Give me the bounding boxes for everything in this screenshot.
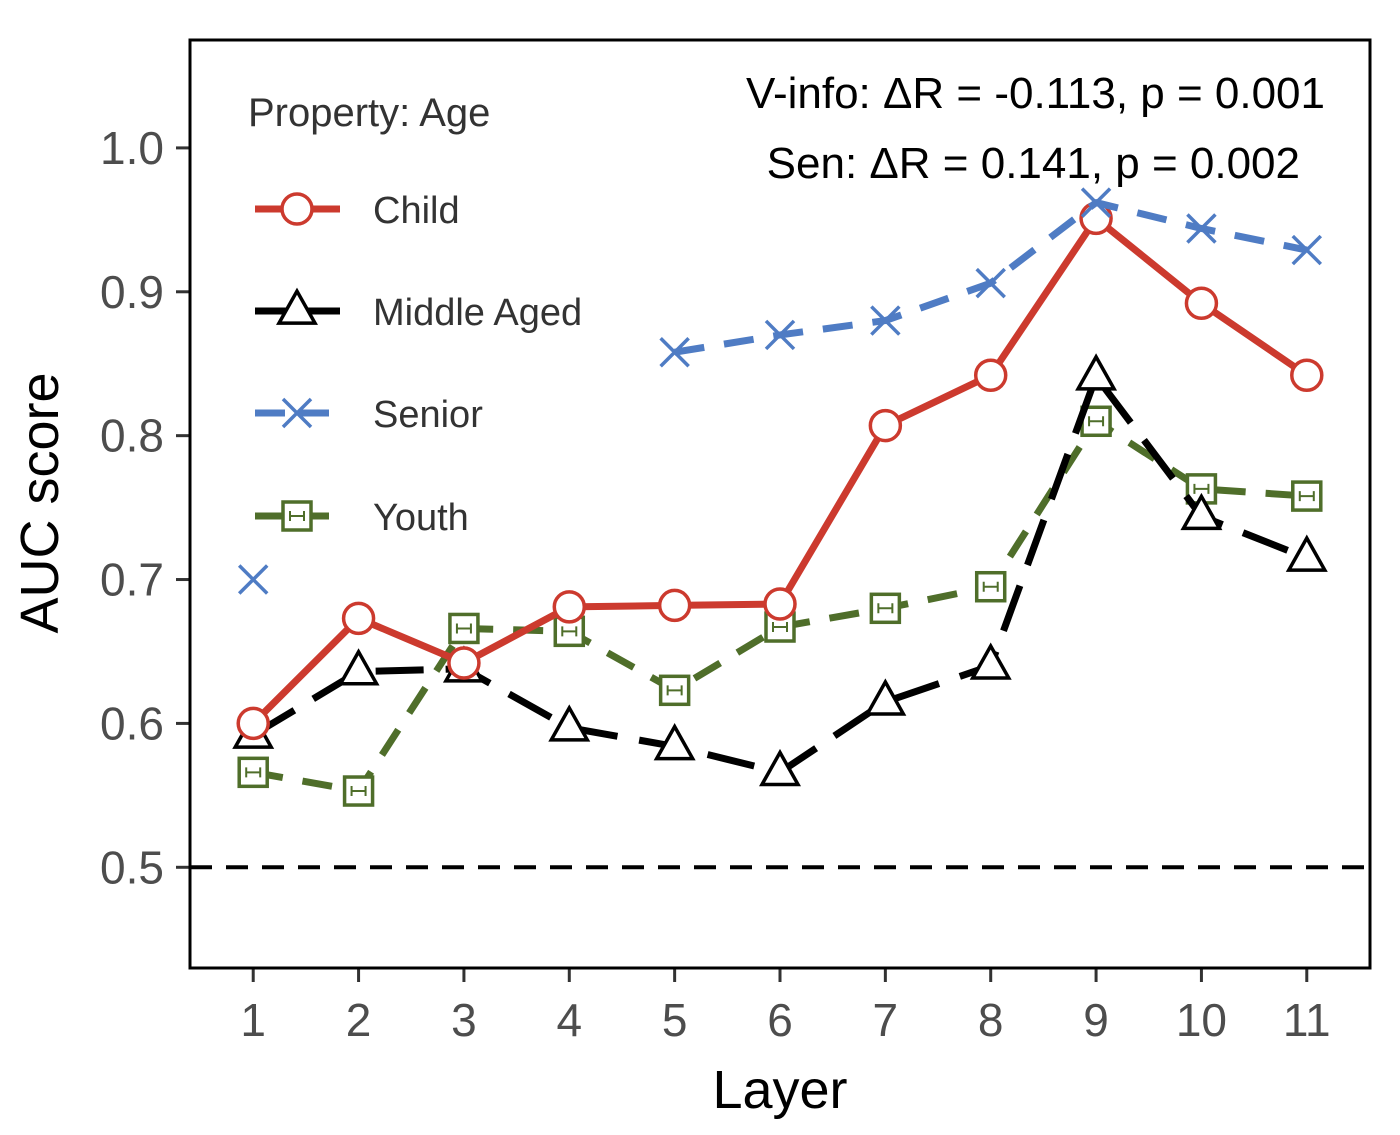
x-tick-label: 5 [662, 994, 688, 1046]
x-axis-title: Layer [712, 1060, 847, 1120]
series-line-senior [674, 199, 1308, 356]
x-tick-label: 8 [978, 994, 1004, 1046]
point-senior [1291, 234, 1323, 266]
point-child [1184, 286, 1219, 321]
point-child [552, 590, 587, 624]
legend-swatch-marker [281, 397, 313, 429]
point-middle-aged [969, 642, 1012, 680]
plot-frame [188, 38, 1372, 970]
point-youth [342, 775, 375, 807]
legend: Property: Age Child Middle Aged Senior Yout… [248, 91, 582, 539]
point-middle-aged [653, 723, 696, 761]
point-senior [1080, 187, 1112, 218]
legend-label-youth: Youth [373, 497, 469, 539]
x-tick-label: 11 [1283, 994, 1331, 1046]
x-tick-label: 10 [1176, 994, 1227, 1046]
legend-item-middle-aged: Middle Aged [255, 287, 582, 334]
point-senior [975, 267, 1006, 299]
y-tick-label: 0.7 [100, 554, 164, 606]
point-child [236, 706, 270, 741]
annotation-sen: Sen: ΔR = 0.141, p = 0.002 [767, 139, 1300, 188]
point-middle-aged [1285, 534, 1328, 572]
y-tick-label: 0.5 [100, 841, 164, 893]
x-tick-label: 6 [767, 994, 793, 1046]
point-senior [659, 336, 690, 368]
point-middle-aged [759, 748, 801, 787]
x-tick-label: 2 [346, 994, 372, 1046]
x-tick-label: 7 [873, 994, 899, 1046]
legend-swatch-marker [276, 287, 318, 325]
legend-label-senior: Senior [373, 394, 483, 436]
legend-label-child: Child [373, 190, 460, 232]
x-tick-label: 3 [451, 994, 477, 1046]
legend-item-child: Child [255, 190, 460, 232]
legend-swatch-marker [280, 192, 314, 226]
point-youth [448, 612, 480, 645]
point-middle-aged [548, 704, 591, 742]
x-tick-label: 4 [556, 994, 582, 1046]
y-axis-title: AUC score [10, 372, 70, 633]
point-middle-aged [337, 648, 380, 686]
point-senior [764, 319, 796, 351]
y-tick-label: 0.9 [100, 266, 164, 318]
point-senior [1186, 213, 1217, 244]
x-tick-label: 9 [1083, 994, 1109, 1046]
point-middle-aged [1180, 492, 1223, 531]
legend-item-senior: Senior [255, 394, 483, 436]
point-youth [974, 570, 1007, 603]
point-youth [237, 756, 269, 789]
legend-title: Property: Age [248, 91, 490, 135]
x-tick-label: 1 [240, 994, 266, 1046]
point-child [341, 601, 376, 636]
annotation-vinfo: V-info: ΔR = -0.113, p = 0.001 [746, 69, 1325, 118]
legend-swatch-marker [281, 500, 313, 532]
point-child [973, 358, 1008, 392]
point-youth [869, 592, 902, 625]
y-tick-label: 0.8 [100, 410, 164, 462]
point-middle-aged [1075, 353, 1118, 391]
legend-item-youth: Youth [255, 497, 469, 539]
series-line-youth [252, 417, 1308, 795]
point-child [868, 408, 903, 443]
legend-label-middle-aged: Middle Aged [373, 292, 582, 334]
point-middle-aged [864, 678, 907, 716]
point-child [763, 587, 797, 621]
y-tick-label: 1.0 [100, 122, 164, 174]
series-child [236, 201, 1324, 741]
point-youth [1291, 480, 1323, 512]
point-child [657, 588, 692, 623]
point-senior [237, 564, 269, 595]
point-child [447, 646, 481, 680]
point-youth [658, 674, 691, 707]
point-child [1290, 358, 1324, 392]
y-tick-label: 0.6 [100, 697, 164, 749]
series-senior [237, 187, 1323, 595]
point-senior [870, 305, 901, 336]
